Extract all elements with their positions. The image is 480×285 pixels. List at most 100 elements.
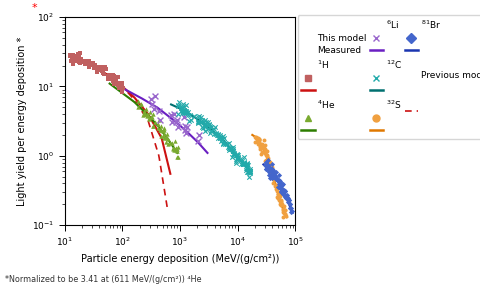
Y-axis label: Light yield per energy deposition *: Light yield per energy deposition * <box>16 36 26 206</box>
Point <box>182 110 190 115</box>
Point <box>276 197 284 202</box>
Point <box>226 146 233 150</box>
Point <box>239 161 246 166</box>
Point <box>172 119 180 124</box>
Point <box>279 210 287 214</box>
Point <box>269 172 276 176</box>
Point <box>275 194 283 199</box>
Point <box>151 120 159 125</box>
Point <box>179 109 187 113</box>
Text: *: * <box>31 3 37 13</box>
Point <box>263 158 270 162</box>
Point <box>118 89 126 94</box>
Point <box>114 75 121 80</box>
Point <box>275 196 282 201</box>
X-axis label: Particle energy deposition (MeV/(g/cm²)): Particle energy deposition (MeV/(g/cm²)) <box>81 254 279 264</box>
Point <box>238 162 245 166</box>
Point <box>117 85 125 89</box>
Point <box>97 68 105 72</box>
Point <box>160 135 168 140</box>
Point <box>273 175 280 180</box>
Point <box>267 168 275 172</box>
Point <box>272 169 279 174</box>
Point <box>264 164 271 169</box>
Point <box>160 126 168 131</box>
Point <box>180 108 187 113</box>
Point <box>264 168 272 172</box>
Point <box>243 163 251 168</box>
Point <box>160 132 168 136</box>
Point <box>112 77 120 82</box>
Point <box>228 149 236 154</box>
Point <box>219 134 227 138</box>
Point <box>152 94 159 98</box>
Point <box>99 71 107 75</box>
Point <box>75 53 83 57</box>
Point <box>265 160 273 164</box>
Point <box>110 82 118 87</box>
Point <box>263 160 270 165</box>
Point <box>275 192 282 196</box>
Point <box>220 136 228 140</box>
Point <box>219 142 227 146</box>
Point <box>284 196 292 201</box>
Point <box>90 66 98 70</box>
Point <box>225 147 233 152</box>
Point <box>167 113 175 118</box>
Point <box>271 175 279 180</box>
Point <box>177 106 184 111</box>
Point <box>98 65 106 69</box>
Point <box>66 53 73 57</box>
Point <box>154 126 162 130</box>
Point <box>240 160 248 165</box>
Point <box>83 60 90 65</box>
Point <box>150 124 157 129</box>
Point <box>269 181 277 186</box>
Point <box>269 172 276 177</box>
Point <box>208 129 216 134</box>
Point <box>245 169 252 174</box>
Point <box>108 73 115 78</box>
Point <box>276 185 284 189</box>
Point <box>210 131 217 136</box>
Point <box>279 208 287 213</box>
Point <box>105 73 113 77</box>
Point <box>268 175 276 180</box>
Point <box>73 58 81 63</box>
Point <box>257 145 265 150</box>
Point <box>234 153 241 158</box>
Point <box>85 65 93 69</box>
Point <box>218 137 226 141</box>
Point <box>105 73 113 78</box>
Point <box>85 61 93 66</box>
Point <box>215 132 222 137</box>
Point <box>134 105 142 109</box>
Point <box>108 77 116 81</box>
Point <box>207 129 215 133</box>
Point <box>194 120 202 124</box>
Point <box>83 60 91 64</box>
Point <box>264 156 272 160</box>
Point <box>76 58 84 63</box>
Point <box>258 142 266 146</box>
Point <box>172 147 180 152</box>
Point <box>74 52 82 56</box>
Point <box>279 191 287 196</box>
Point <box>67 53 74 58</box>
Point <box>75 60 83 65</box>
Point <box>233 156 241 160</box>
Point <box>211 124 218 129</box>
Point <box>280 207 288 212</box>
Point <box>265 163 273 168</box>
Point <box>261 143 269 147</box>
Point <box>263 149 271 153</box>
Point <box>262 160 270 164</box>
Point <box>205 122 213 127</box>
Point <box>145 117 153 122</box>
Point <box>180 109 188 113</box>
Point <box>75 58 83 63</box>
Point <box>214 135 222 140</box>
Point <box>282 214 290 219</box>
Point <box>72 59 80 64</box>
Point <box>252 139 259 144</box>
